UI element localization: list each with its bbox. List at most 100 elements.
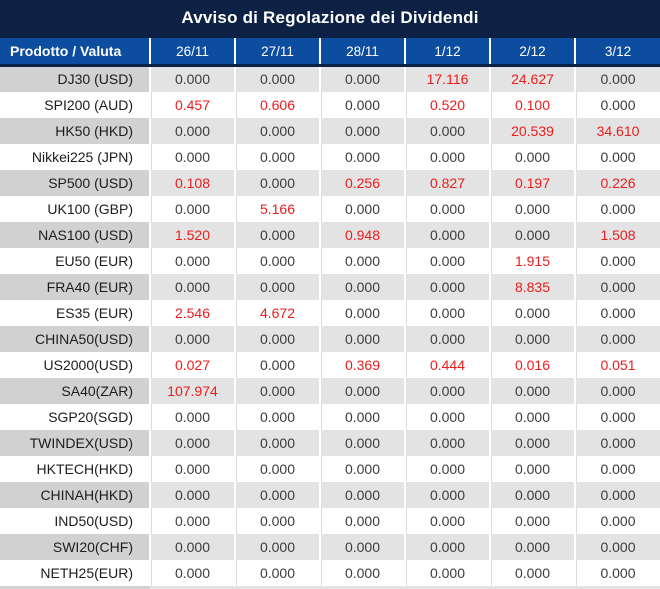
dividend-value-cell: 0.000	[319, 143, 405, 170]
dividend-value-cell: 0.000	[489, 403, 575, 430]
product-cell: CHINAH(HKD)	[0, 481, 150, 508]
dividend-value-cell: 0.256	[319, 169, 405, 196]
dividend-value-cell: 0.000	[319, 533, 405, 560]
product-cell: FRA40 (EUR)	[0, 273, 150, 300]
dividend-value-cell: 0.000	[489, 429, 575, 456]
dividend-value-cell: 0.000	[234, 247, 320, 274]
dividend-value-cell: 0.000	[404, 143, 490, 170]
dividend-value-cell: 20.539	[489, 117, 575, 144]
dividend-value-cell: 0.827	[404, 169, 490, 196]
table-row: CHINA50(USD) 0.000 0.000 0.000 0.000 0.000 0.0…	[0, 325, 660, 352]
column-header-date-1: 26/11	[149, 35, 235, 67]
column-header-date-2: 27/11	[234, 35, 320, 67]
dividend-value-cell: 5.166	[234, 195, 320, 222]
dividend-value-cell: 0.000	[234, 221, 320, 248]
dividend-value-cell: 0.000	[149, 559, 235, 586]
product-cell: HK50 (HKD)	[0, 117, 150, 144]
dividend-value-cell: 0.000	[149, 117, 235, 144]
table-row: ES35 (EUR) 2.546 4.672 0.000 0.000 0.000 0.000	[0, 299, 660, 326]
dividend-value-cell: 0.000	[234, 403, 320, 430]
dividend-value-cell: 0.000	[574, 247, 660, 274]
dividend-value-cell: 0.000	[319, 91, 405, 118]
dividend-value-cell: 0.000	[319, 455, 405, 482]
dividend-value-cell: 0.226	[574, 169, 660, 196]
table-row: NAS100 (USD) 1.520 0.000 0.948 0.000 0.000 1.5…	[0, 221, 660, 248]
dividend-value-cell: 0.000	[489, 221, 575, 248]
dividend-value-cell: 0.000	[234, 273, 320, 300]
table-header-row: Prodotto / Valuta 26/11 27/11 28/11 1/12…	[0, 35, 660, 67]
table-row: SPI200 (AUD) 0.457 0.606 0.000 0.520 0.100 0.0…	[0, 91, 660, 118]
dividend-value-cell: 34.610	[574, 117, 660, 144]
dividend-value-cell: 0.000	[489, 533, 575, 560]
product-cell: SWI20(CHF)	[0, 533, 150, 560]
table-row: SA40(ZAR) 107.974 0.000 0.000 0.000 0.000 0.00…	[0, 377, 660, 404]
dividend-value-cell: 0.000	[489, 455, 575, 482]
partial-values-segment	[150, 585, 660, 589]
dividend-value-cell: 107.974	[149, 377, 235, 404]
table-row: CHINAH(HKD) 0.000 0.000 0.000 0.000 0.000 0.00…	[0, 481, 660, 508]
dividend-value-cell: 0.000	[234, 507, 320, 534]
dividend-value-cell: 0.016	[489, 351, 575, 378]
product-cell: EU50 (EUR)	[0, 247, 150, 274]
page-title: Avviso di Regolazione dei Dividendi	[0, 0, 660, 35]
dividend-value-cell: 0.000	[319, 117, 405, 144]
product-cell: TWINDEX(USD)	[0, 429, 150, 456]
table-row: Nikkei225 (JPN) 0.000 0.000 0.000 0.000 0.000…	[0, 143, 660, 170]
dividend-value-cell: 0.000	[234, 559, 320, 586]
dividend-value-cell: 0.000	[319, 429, 405, 456]
dividend-value-cell: 0.000	[234, 455, 320, 482]
dividend-value-cell: 0.000	[404, 221, 490, 248]
dividend-value-cell: 0.000	[319, 507, 405, 534]
product-cell: IND50(USD)	[0, 507, 150, 534]
dividend-value-cell: 0.000	[149, 533, 235, 560]
dividend-value-cell: 0.000	[574, 325, 660, 352]
dividend-value-cell: 0.000	[149, 507, 235, 534]
table-row: SGP20(SGD) 0.000 0.000 0.000 0.000 0.000 0.000	[0, 403, 660, 430]
dividend-value-cell: 0.000	[319, 481, 405, 508]
dividend-value-cell: 0.000	[404, 455, 490, 482]
dividend-value-cell: 0.000	[574, 299, 660, 326]
dividend-value-cell: 0.000	[319, 195, 405, 222]
column-header-product: Prodotto / Valuta	[0, 35, 150, 67]
dividend-value-cell: 0.000	[149, 273, 235, 300]
column-header-date-4: 1/12	[404, 35, 490, 67]
table-row: IND50(USD) 0.000 0.000 0.000 0.000 0.000 0.000	[0, 507, 660, 534]
dividend-value-cell: 0.197	[489, 169, 575, 196]
dividend-value-cell: 0.000	[574, 455, 660, 482]
dividend-value-cell: 0.000	[149, 195, 235, 222]
dividend-value-cell: 0.369	[319, 351, 405, 378]
product-cell: CHINA50(USD)	[0, 325, 150, 352]
table-row: DJ30 (USD) 0.000 0.000 0.000 17.116 24.627 0.0…	[0, 65, 660, 92]
partial-next-row	[0, 585, 660, 589]
partial-product-segment	[0, 585, 150, 589]
dividend-value-cell: 0.000	[404, 429, 490, 456]
dividend-value-cell: 8.835	[489, 273, 575, 300]
dividend-value-cell: 0.457	[149, 91, 235, 118]
dividend-value-cell: 0.000	[404, 117, 490, 144]
dividend-value-cell: 0.000	[234, 65, 320, 92]
dividend-value-cell: 0.520	[404, 91, 490, 118]
dividend-value-cell: 0.000	[574, 273, 660, 300]
dividend-value-cell: 0.000	[574, 533, 660, 560]
product-cell: NAS100 (USD)	[0, 221, 150, 248]
table-row: EU50 (EUR) 0.000 0.000 0.000 0.000 1.915 0.000	[0, 247, 660, 274]
column-header-date-5: 2/12	[489, 35, 575, 67]
dividend-value-cell: 0.000	[319, 559, 405, 586]
product-cell: SP500 (USD)	[0, 169, 150, 196]
dividend-value-cell: 0.051	[574, 351, 660, 378]
dividend-value-cell: 0.444	[404, 351, 490, 378]
dividend-value-cell: 0.000	[319, 247, 405, 274]
dividend-value-cell: 0.000	[404, 299, 490, 326]
dividend-value-cell: 2.546	[149, 299, 235, 326]
product-cell: UK100 (GBP)	[0, 195, 150, 222]
dividend-value-cell: 0.000	[574, 429, 660, 456]
product-cell: SA40(ZAR)	[0, 377, 150, 404]
product-cell: SGP20(SGD)	[0, 403, 150, 430]
dividend-value-cell: 0.000	[404, 273, 490, 300]
table-row: UK100 (GBP) 0.000 5.166 0.000 0.000 0.000 0.00…	[0, 195, 660, 222]
dividend-value-cell: 24.627	[489, 65, 575, 92]
dividend-value-cell: 0.000	[574, 91, 660, 118]
dividend-value-cell: 0.948	[319, 221, 405, 248]
dividend-value-cell: 0.000	[574, 65, 660, 92]
dividend-value-cell: 17.116	[404, 65, 490, 92]
